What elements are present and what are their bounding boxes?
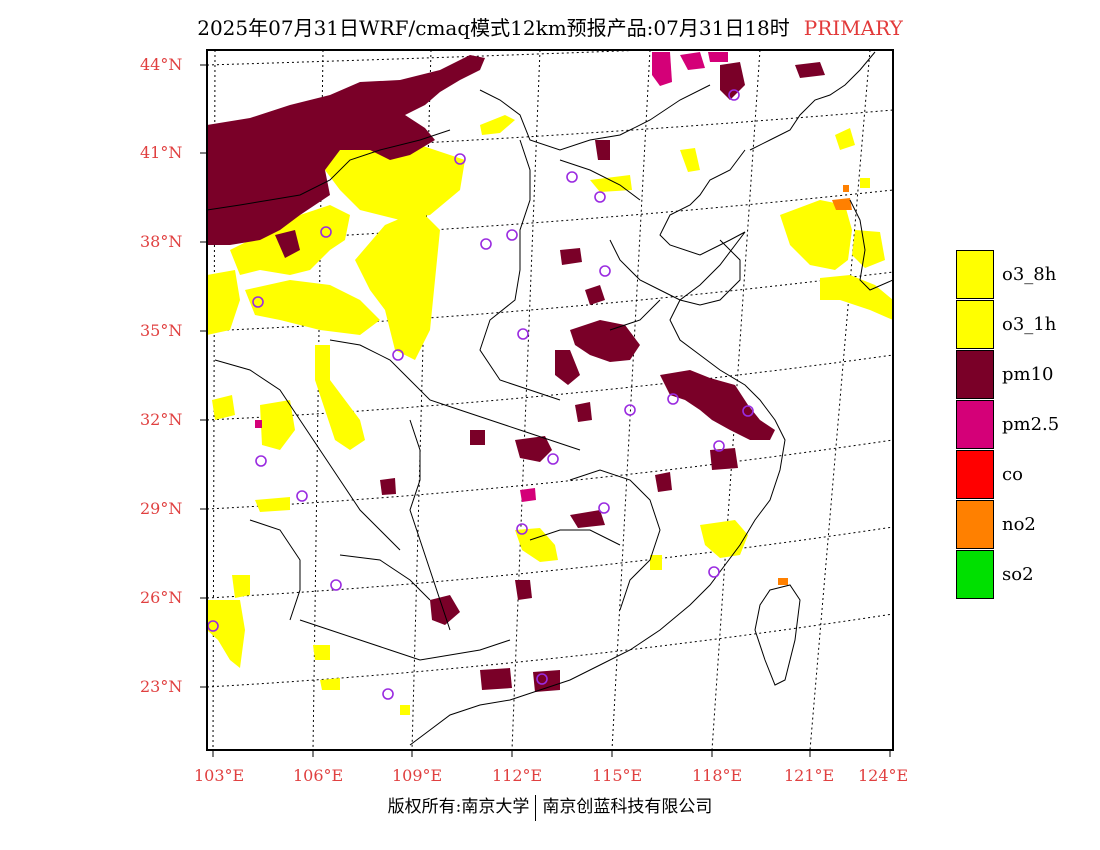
legend-label: pm10 bbox=[1002, 364, 1054, 385]
legend-item-o3-1h: o3_1h bbox=[956, 300, 1096, 350]
title-tag: PRIMARY bbox=[803, 16, 903, 40]
lon-label: 112°E bbox=[492, 766, 543, 785]
legend-label: no2 bbox=[1002, 514, 1036, 535]
lon-label: 109°E bbox=[392, 766, 443, 785]
lat-label: 32°N bbox=[140, 410, 183, 429]
lat-label: 41°N bbox=[140, 143, 183, 162]
footer-right: 南京创蓝科技有限公司 bbox=[542, 797, 713, 817]
footer-separator bbox=[535, 794, 537, 821]
legend-swatch bbox=[956, 500, 994, 549]
station-markers bbox=[207, 89, 754, 700]
legend-item-pm10: pm10 bbox=[956, 350, 1096, 400]
pm25-areas bbox=[255, 52, 728, 502]
legend-swatch bbox=[956, 300, 994, 349]
footer-left: 版权所有:南京大学 bbox=[387, 797, 530, 817]
legend-label: so2 bbox=[1002, 564, 1034, 585]
legend-label: o3_1h bbox=[1002, 314, 1057, 335]
legend-item-so2: so2 bbox=[956, 550, 1096, 600]
legend: o3_8h o3_1h pm10 pm2.5 co no2 so2 bbox=[956, 250, 1096, 600]
pm10-areas bbox=[207, 55, 825, 692]
legend-swatch bbox=[956, 400, 994, 449]
page-title: 2025年07月31日WRF/cmaq模式12km预报产品:07月31日18时 P… bbox=[0, 12, 1100, 41]
lat-label: 29°N bbox=[140, 499, 183, 518]
legend-label: co bbox=[1002, 464, 1023, 485]
title-main: 2025年07月31日WRF/cmaq模式12km预报产品:07月31日18时 bbox=[197, 16, 790, 40]
legend-swatch bbox=[956, 550, 994, 599]
lat-label: 35°N bbox=[140, 321, 183, 340]
lat-label: 23°N bbox=[140, 677, 183, 696]
map-frame bbox=[206, 49, 894, 751]
copyright-footer: 版权所有:南京大学 南京创蓝科技有限公司 bbox=[0, 792, 1100, 821]
boundaries bbox=[207, 51, 893, 746]
lon-label: 121°E bbox=[784, 766, 835, 785]
legend-label: pm2.5 bbox=[1002, 414, 1060, 435]
legend-item-co: co bbox=[956, 450, 1096, 500]
lon-label: 124°E bbox=[858, 766, 909, 785]
no2-areas bbox=[778, 185, 852, 585]
legend-swatch bbox=[956, 450, 994, 499]
axis-ticks bbox=[200, 64, 891, 757]
lon-label: 115°E bbox=[592, 766, 643, 785]
lat-label: 38°N bbox=[140, 232, 183, 251]
lon-label: 103°E bbox=[194, 766, 245, 785]
legend-swatch bbox=[956, 250, 994, 299]
lon-label: 118°E bbox=[692, 766, 743, 785]
legend-swatch bbox=[956, 350, 994, 399]
lon-label: 106°E bbox=[293, 766, 344, 785]
lat-label: 44°N bbox=[140, 55, 183, 74]
lat-label: 26°N bbox=[140, 588, 183, 607]
legend-item-o3-8h: o3_8h bbox=[956, 250, 1096, 300]
legend-item-no2: no2 bbox=[956, 500, 1096, 550]
legend-label: o3_8h bbox=[1002, 264, 1057, 285]
legend-item-pm25: pm2.5 bbox=[956, 400, 1096, 450]
